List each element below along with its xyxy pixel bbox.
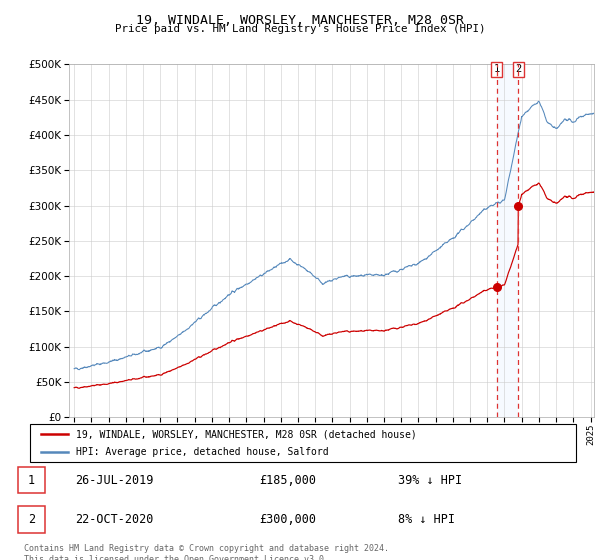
Text: £185,000: £185,000: [260, 474, 317, 487]
Text: 1: 1: [28, 474, 35, 487]
Text: 2: 2: [515, 64, 521, 74]
Text: Contains HM Land Registry data © Crown copyright and database right 2024.
This d: Contains HM Land Registry data © Crown c…: [24, 544, 389, 560]
Text: 26-JUL-2019: 26-JUL-2019: [76, 474, 154, 487]
Text: 19, WINDALE, WORSLEY, MANCHESTER, M28 0SR (detached house): 19, WINDALE, WORSLEY, MANCHESTER, M28 0S…: [76, 429, 417, 439]
Text: 39% ↓ HPI: 39% ↓ HPI: [398, 474, 462, 487]
Text: HPI: Average price, detached house, Salford: HPI: Average price, detached house, Salf…: [76, 447, 329, 457]
Text: 22-OCT-2020: 22-OCT-2020: [76, 513, 154, 526]
Text: 2: 2: [28, 513, 35, 526]
FancyBboxPatch shape: [18, 467, 46, 493]
Text: 8% ↓ HPI: 8% ↓ HPI: [398, 513, 455, 526]
Text: 1: 1: [494, 64, 500, 74]
Text: 19, WINDALE, WORSLEY, MANCHESTER, M28 0SR: 19, WINDALE, WORSLEY, MANCHESTER, M28 0S…: [136, 14, 464, 27]
FancyBboxPatch shape: [18, 506, 46, 533]
Text: Price paid vs. HM Land Registry's House Price Index (HPI): Price paid vs. HM Land Registry's House …: [115, 24, 485, 34]
Bar: [497, 64, 518, 417]
FancyBboxPatch shape: [30, 424, 576, 462]
Text: £300,000: £300,000: [260, 513, 317, 526]
